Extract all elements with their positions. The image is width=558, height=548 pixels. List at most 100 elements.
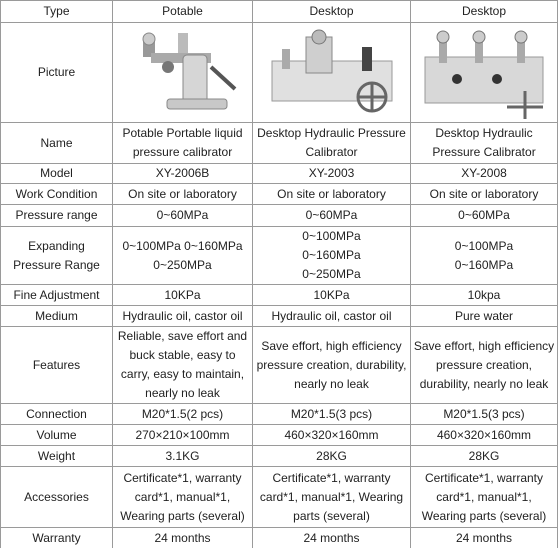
cell: 0~100MPa 0~160MPa 0~250MPa bbox=[253, 227, 411, 285]
cell: 10KPa bbox=[253, 285, 411, 306]
row-label: Fine Adjustment bbox=[1, 285, 113, 306]
cell: Pure water bbox=[411, 306, 558, 327]
cell-text: 24 months bbox=[154, 530, 211, 545]
cell-text: 24 months bbox=[303, 530, 360, 545]
cell: 10kpa bbox=[411, 285, 558, 306]
cell: 270×210×100mm bbox=[113, 425, 253, 446]
cell: Hydraulic oil, castor oil bbox=[253, 306, 411, 327]
cell-text: XY-2006B bbox=[155, 166, 210, 180]
row-label: Connection bbox=[1, 404, 113, 425]
row-label: Pressure range bbox=[1, 205, 113, 227]
cell-text: Model bbox=[40, 166, 73, 180]
cell: 28KG bbox=[411, 446, 558, 467]
cell-text: Save effort, high efficiency pressure cr… bbox=[413, 338, 555, 391]
cell: 460×320×160mm bbox=[253, 425, 411, 446]
cell: 3.1KG bbox=[113, 446, 253, 467]
product-photo bbox=[142, 32, 236, 109]
cell-text: Desktop bbox=[461, 4, 507, 18]
cell-text: 0~60MPa bbox=[156, 208, 209, 222]
cell-text: 10KPa bbox=[313, 287, 350, 302]
cell-text: 28KG bbox=[468, 448, 500, 463]
cell: XY-2008 bbox=[411, 164, 558, 184]
cell: Potable bbox=[113, 1, 253, 23]
cell: Potable Portable liquid pressure calibra… bbox=[113, 123, 253, 164]
cell: 24 months bbox=[113, 528, 253, 548]
cell-text: 0~100MPa bbox=[302, 229, 361, 243]
cell bbox=[113, 23, 253, 123]
cell-text: Pure water bbox=[454, 308, 514, 323]
cell-text: 0~250MPa bbox=[302, 267, 361, 281]
cell-text: 270×210×100mm bbox=[135, 427, 230, 442]
cell-text: Desktop Hydraulic Pressure Calibrator bbox=[257, 126, 406, 159]
cell-text: M20*1.5(3 pcs) bbox=[290, 406, 373, 421]
cell: Desktop Hydraulic Pressure Calibrator bbox=[253, 123, 411, 164]
cell-text: Reliable, save effort and buck stable, e… bbox=[117, 329, 248, 400]
cell: Hydraulic oil, castor oil bbox=[113, 306, 253, 327]
cell: Certificate*1, warranty card*1, manual*1… bbox=[253, 467, 411, 528]
cell-text: Certificate*1, warranty card*1, manual*1… bbox=[421, 470, 547, 523]
cell-text: XY-2008 bbox=[461, 166, 507, 180]
cell: 0~100MPa 0~160MPa bbox=[411, 227, 558, 285]
cell bbox=[411, 23, 558, 123]
cell-text: Warranty bbox=[32, 530, 81, 545]
cell: M20*1.5(3 pcs) bbox=[253, 404, 411, 425]
cell: Certificate*1, warranty card*1, manual*1… bbox=[411, 467, 558, 528]
cell-text: 0~60MPa bbox=[458, 208, 510, 222]
cell-text: 0~160MPa bbox=[454, 257, 514, 272]
cell: 24 months bbox=[411, 528, 558, 548]
cell: 28KG bbox=[253, 446, 411, 467]
product-photo bbox=[424, 30, 543, 119]
cell-text: Work Condition bbox=[15, 186, 98, 201]
row-label: Picture bbox=[1, 23, 113, 123]
cell-text: 3.1KG bbox=[165, 448, 200, 463]
row-label: Features bbox=[1, 327, 113, 404]
row-label: Warranty bbox=[1, 528, 113, 548]
cell-text: Name bbox=[40, 135, 73, 150]
cell-text: M20*1.5(3 pcs) bbox=[443, 406, 525, 421]
cell-text: Desktop Hydraulic Pressure Calibrator bbox=[432, 126, 536, 159]
cell: 0~100MPa 0~160MPa 0~250MPa bbox=[113, 227, 253, 285]
cell-text: Hydraulic oil, castor oil bbox=[271, 308, 392, 323]
cell: Desktop Hydraulic Pressure Calibrator bbox=[411, 123, 558, 164]
row-label: Accessories bbox=[1, 467, 113, 528]
cell-text: Potable bbox=[162, 4, 203, 18]
row-label: Work Condition bbox=[1, 184, 113, 205]
cell: Reliable, save effort and buck stable, e… bbox=[113, 327, 253, 404]
cell-text: Accessories bbox=[24, 489, 89, 504]
cell-text: Potable Portable liquid pressure calibra… bbox=[122, 126, 243, 159]
cell-text: Desktop bbox=[309, 4, 354, 18]
cell-text: Certificate*1, warranty card*1, manual*1… bbox=[259, 470, 404, 523]
cell-text: On site or laboratory bbox=[128, 186, 237, 201]
cell: XY-2003 bbox=[253, 164, 411, 184]
cell-text: Type bbox=[43, 4, 70, 18]
cell-text: Picture bbox=[37, 65, 76, 79]
row-label: Volume bbox=[1, 425, 113, 446]
cell-text: 28KG bbox=[316, 448, 347, 463]
cell-text: On site or laboratory bbox=[429, 186, 539, 201]
cell-text: Medium bbox=[35, 308, 78, 323]
cell bbox=[253, 23, 411, 123]
cell-text: 460×320×160mm bbox=[436, 427, 532, 442]
cell-text: On site or laboratory bbox=[277, 186, 386, 201]
cell-text: Hydraulic oil, castor oil bbox=[122, 308, 243, 323]
cell-text: 0~60MPa bbox=[305, 208, 358, 222]
cell: M20*1.5(3 pcs) bbox=[411, 404, 558, 425]
cell: Save effort, high efficiency pressure cr… bbox=[253, 327, 411, 404]
cell-text: Features bbox=[32, 357, 81, 372]
cell: Desktop bbox=[253, 1, 411, 23]
cell: Save effort, high efficiency pressure cr… bbox=[411, 327, 558, 404]
cell: Certificate*1, warranty card*1, manual*1… bbox=[113, 467, 253, 528]
cell-text: Weight bbox=[37, 448, 76, 463]
cell-text: 24 months bbox=[455, 530, 513, 545]
cell-text: 10KPa bbox=[164, 287, 201, 302]
cell-text: Volume bbox=[36, 427, 77, 442]
cell: 0~60MPa bbox=[411, 205, 558, 227]
cell: 460×320×160mm bbox=[411, 425, 558, 446]
cell-text: Fine Adjustment bbox=[13, 287, 100, 302]
row-label: Type bbox=[1, 1, 113, 23]
row-label: Name bbox=[1, 123, 113, 164]
cell-text: Connection bbox=[26, 406, 87, 421]
cell-text: 10kpa bbox=[467, 287, 501, 302]
cell: 24 months bbox=[253, 528, 411, 548]
cell: M20*1.5(2 pcs) bbox=[113, 404, 253, 425]
